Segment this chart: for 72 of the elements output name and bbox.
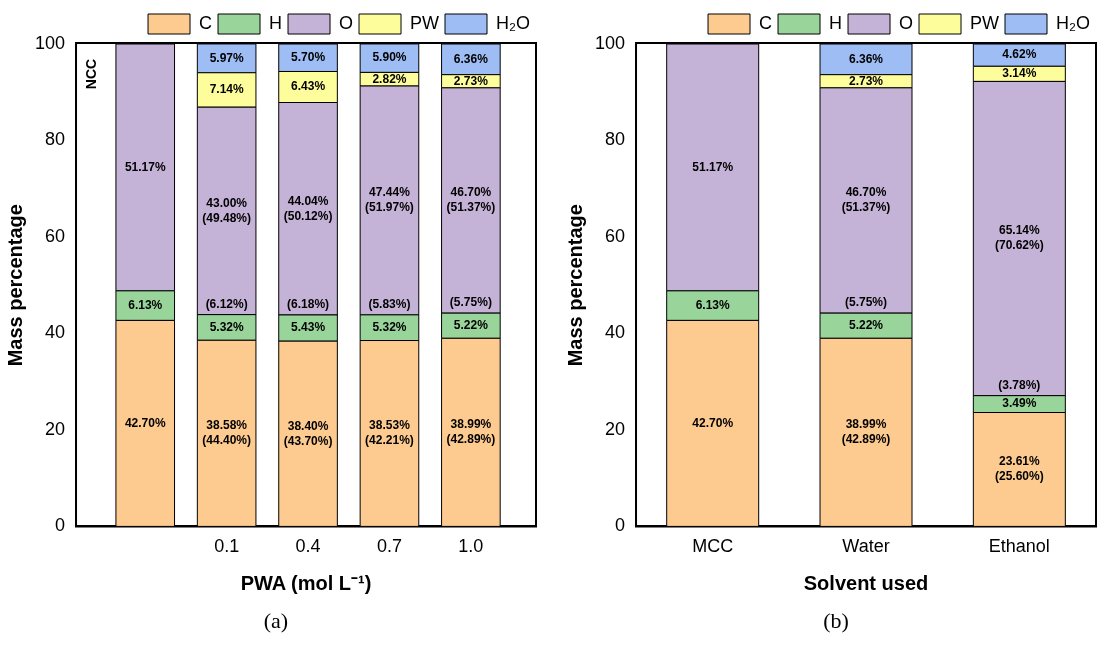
x-axis-title: PWA (mol L⁻¹): [240, 571, 372, 594]
legend-label: H: [269, 12, 283, 33]
y-tick-label: 100: [594, 32, 626, 53]
data-label: 38.99% (42.89%): [446, 417, 496, 447]
y-tick-label: 80: [45, 129, 66, 150]
y-tick-label: 60: [45, 225, 66, 246]
legend-label: PW: [410, 12, 440, 33]
data-label: 6.13%: [128, 297, 163, 312]
legend-label: C: [759, 12, 773, 33]
data-label: 5.32% (6.12%): [205, 296, 248, 334]
y-tick-label: 40: [45, 322, 66, 343]
x-tick-label: 0.1: [214, 536, 240, 557]
data-label: 38.99% (42.89%): [841, 417, 891, 447]
annotation: NCC: [82, 58, 99, 90]
y-tick-label: 40: [605, 322, 626, 343]
x-tick-label: Ethanol: [988, 536, 1050, 557]
y-axis-title: Mass percentage: [3, 204, 26, 367]
data-label: 23.61% (25.60%): [994, 454, 1044, 484]
data-label: 6.13%: [695, 297, 731, 312]
legend-label: O: [899, 12, 914, 33]
y-tick-label: 80: [605, 129, 626, 150]
data-label: 38.53% (42.21%): [365, 418, 414, 448]
legend-label: H₂O: [496, 12, 531, 33]
data-label: 5.22% (5.75%): [449, 295, 492, 333]
data-label: 3.14%: [1002, 66, 1037, 81]
legend-label: PW: [970, 12, 1000, 33]
x-tick-label: Water: [842, 536, 890, 557]
data-label: 2.73%: [849, 73, 884, 88]
y-tick-label: 20: [605, 418, 626, 439]
y-tick-label: 0: [55, 515, 66, 536]
data-label: 4.62%: [1002, 47, 1037, 62]
data-label: 7.14%: [209, 82, 244, 97]
data-label: 42.70%: [124, 415, 166, 430]
data-label: 5.97%: [209, 50, 244, 65]
data-label: 43.00% (49.48%): [202, 195, 251, 225]
x-tick-label: 1.0: [458, 536, 484, 557]
y-tick-label: 100: [34, 32, 66, 53]
data-label: 46.70% (51.37%): [841, 185, 891, 215]
data-label: 51.17%: [124, 159, 166, 174]
data-label: 2.82%: [372, 71, 407, 86]
data-label: 6.43%: [291, 79, 326, 94]
data-label: 3.49% (3.78%): [998, 377, 1041, 411]
data-label: 5.90%: [372, 50, 407, 65]
data-label: 5.70%: [291, 50, 326, 65]
data-label: 5.32% (5.83%): [368, 297, 411, 335]
x-tick-label: 0.4: [295, 536, 321, 557]
data-label: 5.43% (6.18%): [287, 297, 330, 335]
legend-label: O: [339, 12, 354, 33]
y-axis-title: Mass percentage: [563, 204, 586, 367]
data-label: 2.73%: [453, 73, 489, 88]
y-tick-label: 60: [605, 225, 626, 246]
text: (b): [822, 608, 850, 634]
y-tick-label: 20: [45, 418, 66, 439]
data-label: 38.40% (43.70%): [283, 418, 333, 448]
data-label: 51.17%: [692, 159, 734, 174]
legend-label: H: [829, 12, 843, 33]
legend-label: H₂O: [1056, 12, 1091, 33]
legend-label: C: [199, 12, 213, 33]
data-label: 42.70%: [692, 415, 734, 430]
y-tick-label: 0: [615, 515, 626, 536]
data-label: 46.70% (51.37%): [446, 185, 496, 215]
data-label: 6.36%: [453, 51, 489, 66]
data-label: 38.58% (44.40%): [202, 418, 251, 448]
data-label: 44.04% (50.12%): [283, 193, 333, 223]
x-tick-label: 0.7: [376, 536, 402, 557]
data-label: 65.14% (70.62%): [994, 223, 1044, 253]
data-label: 6.36%: [849, 51, 884, 66]
x-axis-title: Solvent used: [803, 571, 929, 594]
x-tick-label: MCC: [692, 536, 734, 557]
text: (a): [262, 608, 290, 634]
data-label: 47.44% (51.97%): [365, 185, 414, 215]
data-label: 5.22% (5.75%): [845, 295, 888, 333]
